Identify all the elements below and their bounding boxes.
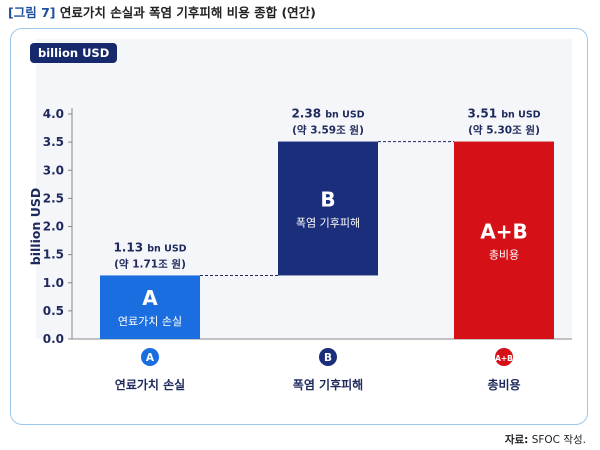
category-marker <box>495 348 513 366</box>
bar-value-label: 3.51 bn USD <box>467 107 540 121</box>
bar-inner-label: 폭염 기후피해 <box>296 216 360 230</box>
bar-inner-label: 연료가치 손실 <box>118 315 182 328</box>
category-marker-letter: A <box>146 352 155 364</box>
category-marker <box>319 348 337 366</box>
bar <box>454 141 554 339</box>
y-tick-label: 0.0 <box>43 332 64 346</box>
bar <box>100 275 200 339</box>
bar-letter: B <box>320 188 335 212</box>
bar-value-label: 1.13 bn USD <box>113 240 186 254</box>
y-axis-title: billion USD <box>28 188 43 265</box>
figure-title-text: 연료가치 손실과 폭염 기후피해 비용 종합 (연간) <box>59 5 316 20</box>
source-text: SFOC 작성. <box>531 434 586 446</box>
bar-inner-label: 총비용 <box>489 248 519 261</box>
category-label: 폭염 기후피해 <box>293 377 363 392</box>
y-tick-label: 2.5 <box>43 191 64 205</box>
category-marker-letter: B <box>324 352 332 364</box>
category-label: 총비용 <box>487 377 520 392</box>
bar-value-krw: (약 1.71조 원) <box>114 257 186 270</box>
figure-title: [그림 7] 연료가치 손실과 폭염 기후피해 비용 종합 (연간) <box>8 2 316 21</box>
bar-value-krw: (약 5.30조 원) <box>468 124 540 137</box>
y-tick-label: 0.5 <box>43 304 64 318</box>
unit-badge: billion USD <box>30 43 118 63</box>
bar-value-krw: (약 3.59조 원) <box>292 124 364 137</box>
bar-letter: A+B <box>480 219 527 243</box>
bar-letter: A <box>142 286 158 310</box>
category-label: 연료가치 손실 <box>115 377 185 392</box>
y-tick-label: 4.0 <box>43 107 64 121</box>
bar <box>278 141 378 276</box>
y-tick-label: 1.0 <box>43 276 64 290</box>
category-marker <box>141 348 159 366</box>
figure-number: [그림 7] <box>8 5 56 20</box>
y-tick-label: 3.5 <box>43 135 64 149</box>
source-note: 자료: SFOC 작성. <box>505 432 586 447</box>
y-tick-label: 1.5 <box>43 248 64 262</box>
y-tick-label: 2.0 <box>43 220 64 234</box>
bar-value-label: 2.38 bn USD <box>291 107 364 121</box>
y-tick-label: 3.0 <box>43 163 64 177</box>
category-marker-letter: A+B <box>495 354 513 363</box>
source-label: 자료: <box>504 434 529 446</box>
